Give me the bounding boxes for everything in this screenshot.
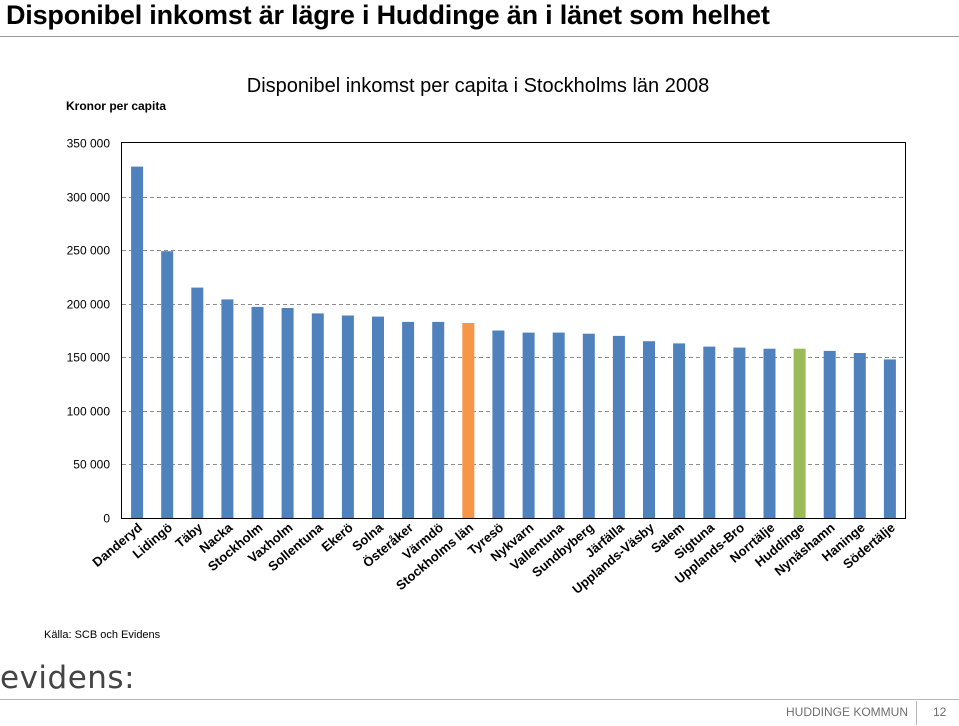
bar-upplands-väsby <box>643 341 655 518</box>
plot-frame <box>121 142 906 519</box>
footer-separator <box>916 701 917 725</box>
x-axis-labels: DanderydLidingöTäbyNackaStockholmVaxholm… <box>89 519 897 596</box>
gridlines <box>122 197 905 465</box>
y-tick-label: 200 000 <box>67 298 111 312</box>
bar-stockholm <box>251 306 264 518</box>
bar-solna <box>372 316 384 518</box>
title-divider <box>0 36 959 37</box>
bars <box>131 166 896 518</box>
y-tick-label: 150 000 <box>67 351 111 365</box>
bar-haninge <box>853 353 866 518</box>
bar-sundbyberg <box>582 333 595 518</box>
bar-huddinge <box>793 348 806 518</box>
bar-lidingö <box>161 251 174 518</box>
source-note: Källa: SCB och Evidens <box>44 629 161 641</box>
bar-järfälla <box>612 335 625 518</box>
y-tick-label: 300 000 <box>67 191 111 205</box>
bar-stockholms-län <box>462 323 475 518</box>
y-tick-label: 50 000 <box>73 458 110 472</box>
bar-täby <box>191 287 204 518</box>
bar-sollentuna <box>311 313 324 518</box>
bar-danderyd <box>131 166 144 518</box>
bar-värmdö <box>432 321 445 518</box>
bar-upplands-bro <box>733 347 746 518</box>
footer-organization: HUDDINGE KOMMUN <box>786 705 908 719</box>
y-axis-label: Kronor per capita <box>66 99 166 113</box>
y-tick-label: 0 <box>103 512 110 526</box>
y-tick-label: 250 000 <box>67 244 111 258</box>
x-tick-label: Ekerö <box>319 520 356 555</box>
income-bar-chart: Disponibel inkomst per capita i Stockhol… <box>66 75 906 597</box>
bar-norrtälje <box>763 348 776 518</box>
y-tick-label: 100 000 <box>67 405 111 419</box>
bar-vaxholm <box>281 308 294 518</box>
bar-salem <box>673 343 686 518</box>
bar-vallentuna <box>552 332 565 518</box>
bar-ekerö <box>341 315 354 518</box>
chart-title: Disponibel inkomst per capita i Stockhol… <box>247 75 709 97</box>
footer: HUDDINGE KOMMUN 12 <box>0 699 959 726</box>
evidens-logo: evidens: <box>0 660 136 696</box>
bar-södertälje <box>883 359 896 518</box>
page-number: 12 <box>933 705 947 719</box>
bar-tyresö <box>492 330 505 518</box>
bar-sigtuna <box>703 346 716 518</box>
slide-title: Disponibel inkomst är lägre i Huddinge ä… <box>6 0 770 30</box>
bar-nacka <box>221 299 234 518</box>
footer-divider <box>0 699 959 700</box>
bar-nynäshamn <box>823 350 836 518</box>
bar-nykvarn <box>522 332 535 518</box>
y-tick-label: 350 000 <box>67 137 111 151</box>
bar-österåker <box>402 321 415 518</box>
y-axis-ticks: 0 50 000 100 000 150 000 200 000 250 000 300 0… <box>67 137 111 526</box>
